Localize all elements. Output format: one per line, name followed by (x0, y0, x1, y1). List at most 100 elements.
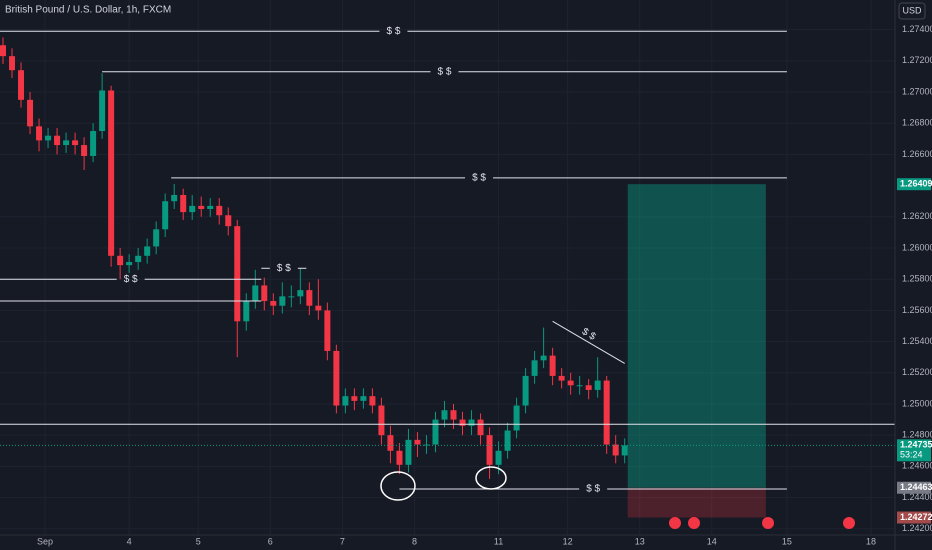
x-tick-label: 5 (196, 536, 201, 546)
x-tick-label: 18 (866, 536, 876, 546)
candle-body (81, 145, 88, 156)
level-label: $ $ (386, 26, 400, 37)
candle-body (612, 444, 619, 456)
price-tag-label: 1.24735 (900, 440, 932, 450)
candle-body (333, 350, 340, 406)
stop-zone (627, 487, 766, 518)
candle-body (315, 305, 322, 311)
event-icon[interactable] (669, 517, 681, 529)
candle-body (162, 201, 169, 230)
candle-body (450, 410, 457, 420)
y-tick-label: 1.26000 (902, 242, 932, 252)
y-tick-label: 1.25800 (902, 274, 932, 284)
price-tag (897, 439, 931, 462)
candle-body (153, 229, 160, 247)
y-tick-label: 1.26600 (902, 149, 932, 159)
candle-body (549, 355, 556, 376)
candle-body (63, 140, 70, 146)
candle-body (585, 385, 592, 390)
candle-body (387, 435, 394, 451)
candle-body (261, 285, 268, 302)
candle-body (99, 90, 106, 132)
candle-body (522, 375, 529, 406)
candle-body (531, 360, 538, 376)
price-tag-label: 1.26409 (900, 179, 932, 189)
event-icon[interactable] (762, 517, 774, 529)
candle-body (198, 205, 205, 210)
x-tick-label: 8 (412, 536, 417, 546)
price-tag (897, 511, 931, 524)
candle-body (297, 290, 304, 297)
candle-body (567, 380, 574, 386)
chart-title: British Pound / U.S. Dollar, 1h, FXCM (5, 5, 171, 16)
candle-body (351, 396, 358, 401)
candle-body (45, 135, 52, 141)
candle-body (234, 226, 241, 322)
x-tick-label: 6 (268, 536, 273, 546)
level-label: $ $ (277, 263, 291, 274)
level-label: $ $ (586, 484, 600, 495)
candle-body (432, 419, 439, 445)
event-icon[interactable] (688, 517, 700, 529)
candle-body (216, 205, 223, 216)
circle-annotation (475, 466, 507, 490)
x-tick-label: 11 (494, 536, 503, 546)
candle-body (468, 419, 475, 426)
x-tick-label: 14 (707, 536, 717, 546)
y-tick-label: 1.27200 (902, 55, 932, 65)
candle-body (495, 450, 502, 465)
candle-body (180, 194, 187, 213)
plot (0, 30, 895, 518)
event-icon[interactable] (843, 517, 855, 529)
y-tick-label: 1.24600 (902, 461, 932, 471)
candle-body (513, 405, 520, 431)
candle-body (324, 310, 331, 351)
price-tag (897, 178, 931, 191)
candle-body (558, 375, 565, 381)
candle-body (477, 419, 484, 436)
candle-body (90, 131, 97, 156)
candle-body (576, 385, 583, 387)
candle-body (252, 285, 259, 302)
candle-body (306, 290, 313, 306)
candle-body (405, 439, 412, 465)
level-label: $ $ (124, 274, 138, 285)
candle-body (504, 430, 511, 451)
y-tick-label: 1.26200 (902, 211, 932, 221)
candle-body (126, 262, 133, 266)
candle-body (243, 301, 250, 322)
price-tag-label: 1.24463 (900, 482, 932, 492)
x-tick-label: 15 (782, 536, 792, 546)
y-tick-label: 1.24200 (902, 523, 932, 533)
y-tick-label: 1.25200 (902, 367, 932, 377)
y-tick-label: 1.26800 (902, 118, 932, 128)
candle-body (270, 301, 277, 306)
circle-annotation (380, 471, 416, 501)
candle-body (603, 380, 610, 445)
candle-body (72, 140, 79, 146)
candle-body (486, 435, 493, 465)
candle-body (621, 445, 628, 456)
price-tag (897, 481, 931, 494)
candle-body (9, 56, 16, 71)
y-tick-label: 1.25000 (902, 398, 932, 408)
candle-body (171, 194, 178, 202)
candle-body (135, 255, 142, 263)
countdown-label: 53:24 (900, 450, 923, 460)
candle-body (27, 99, 34, 127)
candle-body (36, 126, 43, 141)
candle-body (225, 215, 232, 227)
y-tick-label: 1.25400 (902, 336, 932, 346)
candle-body (54, 135, 61, 146)
candle-body (279, 296, 286, 306)
x-tick-label: Sep (37, 536, 53, 546)
y-tick-label: 1.24400 (902, 492, 932, 502)
y-tick-label: 1.25600 (902, 305, 932, 315)
trend-line (552, 320, 625, 364)
candle-body (189, 205, 196, 213)
candle-body (342, 396, 349, 406)
currency-button[interactable] (898, 2, 926, 20)
candle-body (108, 90, 115, 256)
